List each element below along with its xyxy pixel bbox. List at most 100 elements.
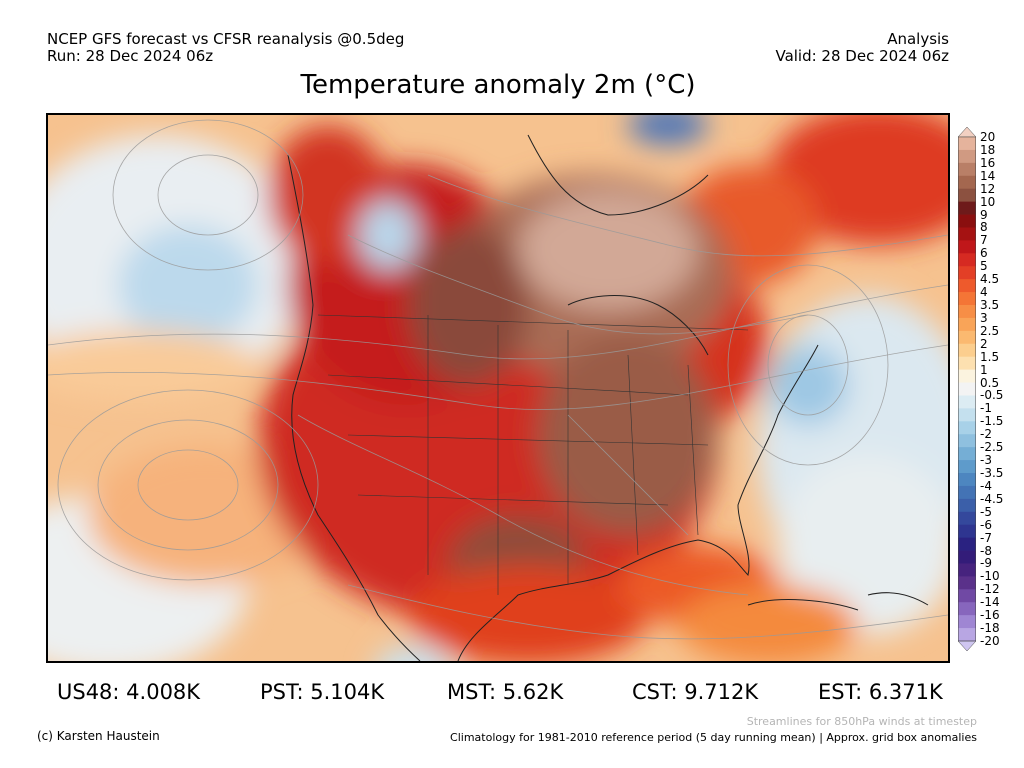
colorbar-swatch: [958, 305, 976, 319]
colorbar-swatch: [958, 537, 976, 551]
colorbar-swatch: [958, 602, 976, 616]
colorbar-label: 2: [980, 336, 988, 351]
colorbar-label: -5: [980, 504, 992, 519]
colorbar-swatch: [958, 434, 976, 448]
colorbar-label: -3: [980, 453, 992, 468]
colorbar-label: -12: [980, 582, 1000, 597]
analysis-label: Analysis: [887, 30, 949, 48]
state-borders: [317, 314, 749, 595]
colorbar-swatch: [958, 175, 976, 190]
header-left: NCEP GFS forecast vs CFSR reanalysis @0.…: [47, 31, 404, 65]
colorbar-label: -6: [980, 517, 992, 532]
colorbar-label: 16: [980, 155, 996, 170]
climatology-note: Climatology for 1981-2010 reference peri…: [450, 731, 977, 744]
colorbar-swatch: [958, 317, 976, 332]
colorbar-swatch: [958, 253, 976, 267]
colorbar-swatch: [958, 473, 976, 487]
colorbar-swatch: [958, 369, 976, 383]
colorbar-label: 3.5: [980, 298, 1000, 312]
colorbar: [958, 127, 976, 651]
colorbar-label: 10: [980, 194, 996, 209]
colorbar-label: -0.5: [980, 388, 1004, 403]
colorbar-top-arrow: [958, 127, 976, 138]
stat-mst: MST: 5.62K: [447, 680, 564, 704]
colorbar-label: -9: [980, 556, 992, 571]
colorbar-swatch: [958, 266, 976, 280]
colorbar-label: -20: [980, 634, 1000, 648]
colorbar-swatch: [958, 460, 976, 474]
colorbar-swatch: [958, 240, 976, 254]
colorbar-label: 8: [980, 220, 988, 235]
colorbar-swatch: [958, 628, 976, 642]
run-time: Run: 28 Dec 2024 06z: [47, 47, 214, 65]
colorbar-swatch: [958, 356, 976, 371]
colorbar-label: 4: [980, 285, 988, 300]
colorbar-swatch: [958, 149, 976, 164]
colorbar-swatch: [958, 408, 976, 422]
colorbar-label: -8: [980, 543, 992, 558]
colorbar-label: 4.5: [980, 272, 1000, 287]
colorbar-label: -16: [980, 608, 1000, 623]
colorbar-swatch: [958, 279, 976, 293]
colorbar-swatch: [958, 485, 976, 500]
model-description: NCEP GFS forecast vs CFSR reanalysis @0.…: [47, 30, 405, 48]
colorbar-bottom-arrow: [958, 640, 976, 651]
colorbar-label: -4: [980, 478, 992, 493]
colorbar-swatch: [958, 343, 976, 358]
header-right: Analysis Valid: 28 Dec 2024 06z: [775, 31, 949, 65]
colorbar-swatch: [958, 395, 976, 409]
valid-time: Valid: 28 Dec 2024 06z: [775, 47, 949, 65]
colorbar-label: 5: [980, 259, 988, 274]
anomaly-map: [46, 113, 950, 663]
colorbar-label: 18: [980, 142, 996, 157]
colorbar-label: -2.5: [980, 440, 1004, 455]
colorbar-label: 20: [980, 130, 996, 144]
colorbar-swatch: [958, 162, 976, 177]
colorbar-labels: 20 18 16 14 12 10 9 8 7 6 5 4.5 4 3.5 3 2.5 2 1.5 1 0.5 -0.5…: [980, 127, 1020, 651]
map-title: Temperature anomaly 2m (°C): [300, 70, 696, 100]
colorbar-label: 14: [980, 168, 996, 183]
colorbar-label: -1: [980, 401, 992, 416]
colorbar-swatch: [958, 589, 976, 603]
stat-est: EST: 6.371K: [818, 680, 943, 704]
colorbar-label: -1.5: [980, 414, 1004, 429]
colorbar-swatch: [958, 615, 976, 629]
colorbar-label: 9: [980, 207, 988, 222]
colorbar-swatch: [958, 382, 976, 396]
colorbar-swatch: [958, 188, 976, 203]
credit: (c) Karsten Haustein: [37, 729, 160, 743]
wind-streamlines: [48, 119, 948, 640]
colorbar-swatch: [958, 330, 976, 345]
colorbar-swatch: [958, 214, 976, 228]
colorbar-swatch: [958, 576, 976, 590]
colorbar-swatch: [958, 550, 976, 564]
streamlines-note: Streamlines for 850hPa winds at timestep: [746, 715, 977, 728]
colorbar-outline: [958, 136, 976, 642]
colorbar-label: 2.5: [980, 323, 1000, 338]
colorbar-label: 3: [980, 310, 988, 325]
colorbar-label: 1: [980, 362, 988, 377]
colorbar-label: -4.5: [980, 491, 1004, 506]
stat-cst: CST: 9.712K: [632, 680, 759, 704]
colorbar-swatch: [958, 511, 976, 526]
colorbar-swatch: [958, 447, 976, 461]
colorbar-swatch: [958, 201, 976, 215]
colorbar-label: 6: [980, 246, 988, 261]
colorbar-label: -18: [980, 621, 1000, 636]
colorbar-label: -10: [980, 569, 1000, 584]
colorbar-label: 1.5: [980, 349, 1000, 364]
colorbar-label: -3.5: [980, 466, 1004, 480]
colorbar-swatch: [958, 524, 976, 539]
colorbar-swatch: [958, 563, 976, 577]
anomaly-map-image: [48, 115, 948, 661]
colorbar-swatch: [958, 421, 976, 435]
colorbar-swatch: [958, 227, 976, 241]
colorbar-swatch: [958, 498, 976, 513]
colorbar-label: -14: [980, 595, 1000, 610]
colorbar-label: 0.5: [980, 375, 1000, 390]
colorbar-swatch: [958, 292, 976, 306]
colorbar-label: -2: [980, 427, 992, 442]
colorbar-label: -7: [980, 530, 992, 545]
colorbar-swatch: [958, 137, 976, 151]
stat-pst: PST: 5.104K: [260, 680, 385, 704]
